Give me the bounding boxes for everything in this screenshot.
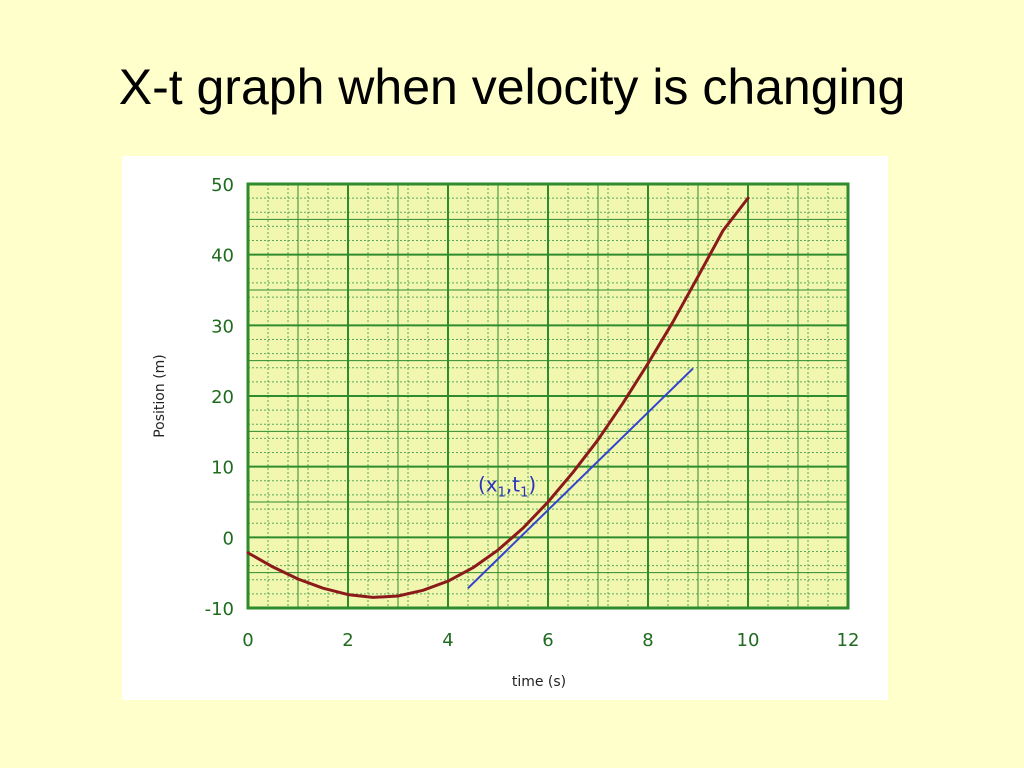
x-axis-title: time (s)	[512, 674, 566, 690]
series	[246, 196, 750, 599]
y-axis-title: Position (m)	[152, 354, 168, 438]
tick-labels: 0 2 4 6 8 10 12 50 40 30 20 10 0 -10	[205, 175, 860, 651]
x-tick-label: 0	[242, 630, 253, 651]
y-tick-label: -10	[205, 599, 234, 620]
x-tick-label: 10	[737, 630, 760, 651]
chart-panel: 0 2 4 6 8 10 12 50 40 30 20 10 0 -10 (x1,t1) time (s)…	[122, 156, 888, 700]
x-tick-label: 8	[642, 630, 653, 651]
y-tick-label: 20	[211, 387, 234, 408]
y-tick-label: 10	[211, 458, 234, 479]
point-annotation: (x1,t1)	[478, 472, 536, 500]
x-tick-label: 2	[342, 630, 353, 651]
tangent-line	[467, 367, 694, 589]
x-tick-label: 4	[442, 630, 453, 651]
y-tick-label: 30	[211, 316, 234, 337]
plot-frame	[246, 182, 850, 610]
x-tick-label: 6	[542, 630, 553, 651]
y-tick-label: 40	[211, 246, 234, 267]
slide-title: X-t graph when velocity is changing	[118, 59, 906, 115]
y-tick-label: 50	[211, 175, 234, 196]
y-tick-label: 0	[223, 528, 234, 549]
grid	[246, 182, 850, 610]
position-curve	[246, 196, 750, 599]
xt-chart: 0 2 4 6 8 10 12 50 40 30 20 10 0 -10 (x1,t1) time (s)…	[152, 175, 860, 690]
x-tick-label: 12	[837, 630, 860, 651]
